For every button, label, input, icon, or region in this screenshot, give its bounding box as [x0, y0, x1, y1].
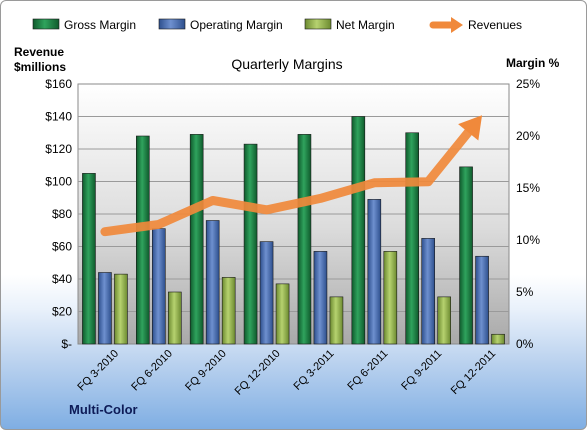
legend: Gross Margin Operating Margin Net Margin Re… — [32, 17, 522, 33]
y-tick-label: $80 — [52, 207, 72, 221]
operating-margin-bar — [421, 238, 435, 345]
operating-margin-bar — [475, 255, 489, 345]
y-tick-label: $20 — [52, 305, 72, 319]
y-tick-label: $140 — [45, 110, 72, 124]
revenues-line — [100, 120, 480, 237]
y-tick-label: $- — [61, 337, 72, 351]
operating-margin-bar — [367, 199, 382, 345]
revenues-legend-arrowhead — [451, 17, 463, 33]
revenue-line-layer — [100, 115, 483, 237]
net-margin-bar — [329, 296, 344, 345]
x-tick-label: FQ 9-2011 — [399, 348, 444, 393]
gross-margin-bar — [82, 173, 96, 345]
chart-title: Quarterly Margins — [231, 56, 342, 72]
gross-margin-legend-swatch — [32, 18, 60, 30]
revenues-legend-label: Revenues — [468, 18, 522, 32]
net-margin-legend-swatch — [304, 18, 332, 30]
x-tick-label: FQ 6-2010 — [129, 348, 175, 394]
gross-margin-bar — [459, 166, 473, 345]
bars-layer — [82, 116, 505, 345]
operating-margin-bar — [98, 272, 112, 345]
y-axis-label-line2: $millions — [14, 60, 66, 74]
operating-margin-bar — [205, 220, 220, 345]
y2-tick-label: 5% — [516, 285, 534, 299]
operating-margin-bar — [152, 228, 166, 345]
revenues-arrowhead — [458, 115, 483, 141]
net-margin-bar — [221, 277, 236, 345]
operating-margin-legend-label: Operating Margin — [190, 18, 283, 32]
gross-margin-bar — [136, 135, 150, 345]
net-margin-legend-label: Net Margin — [336, 18, 395, 32]
net-margin-bar — [383, 251, 398, 345]
gross-margin-bar — [243, 143, 258, 345]
gridlines — [78, 116, 509, 312]
gross-margin-bar — [297, 134, 312, 345]
y-tick-label: $40 — [52, 272, 72, 286]
y2-tick-label: 20% — [516, 129, 540, 143]
x-tick-label: FQ 9-2010 — [183, 348, 229, 394]
y2-axis-label: Margin % — [506, 56, 560, 70]
x-tick-label: FQ 12-2010 — [233, 348, 283, 398]
y-tick-label: $120 — [45, 142, 72, 156]
gross-margin-legend-label: Gross Margin — [64, 18, 136, 32]
x-tick-label: FQ 6-2011 — [345, 348, 390, 393]
net-margin-bar — [114, 273, 128, 345]
y-tick-label: $60 — [52, 240, 72, 254]
net-margin-bar — [168, 291, 182, 345]
operating-margin-bar — [313, 251, 328, 345]
operating-margin-legend-swatch — [158, 18, 186, 30]
y2-tick-label: 0% — [516, 337, 534, 351]
y2-tick-label: 15% — [516, 181, 540, 195]
net-margin-bar — [275, 283, 290, 345]
footer-label: Multi-Color — [69, 402, 138, 417]
gross-margin-bar — [405, 132, 419, 345]
gross-margin-bar — [189, 134, 204, 345]
net-margin-bar — [491, 333, 505, 345]
y-axis-label-line1: Revenue — [14, 45, 64, 59]
x-tick-label: FQ 12-2011 — [449, 348, 498, 397]
y-tick-label: $100 — [45, 175, 72, 189]
x-tick-label: FQ 3-2010 — [75, 348, 121, 394]
gross-margin-bar — [351, 116, 366, 345]
y2-tick-label: 25% — [516, 77, 540, 91]
net-margin-bar — [437, 296, 451, 345]
y2-tick-label: 10% — [516, 233, 540, 247]
operating-margin-bar — [259, 241, 274, 345]
x-tick-label: FQ 3-2011 — [291, 348, 336, 393]
y-tick-label: $160 — [45, 77, 72, 91]
